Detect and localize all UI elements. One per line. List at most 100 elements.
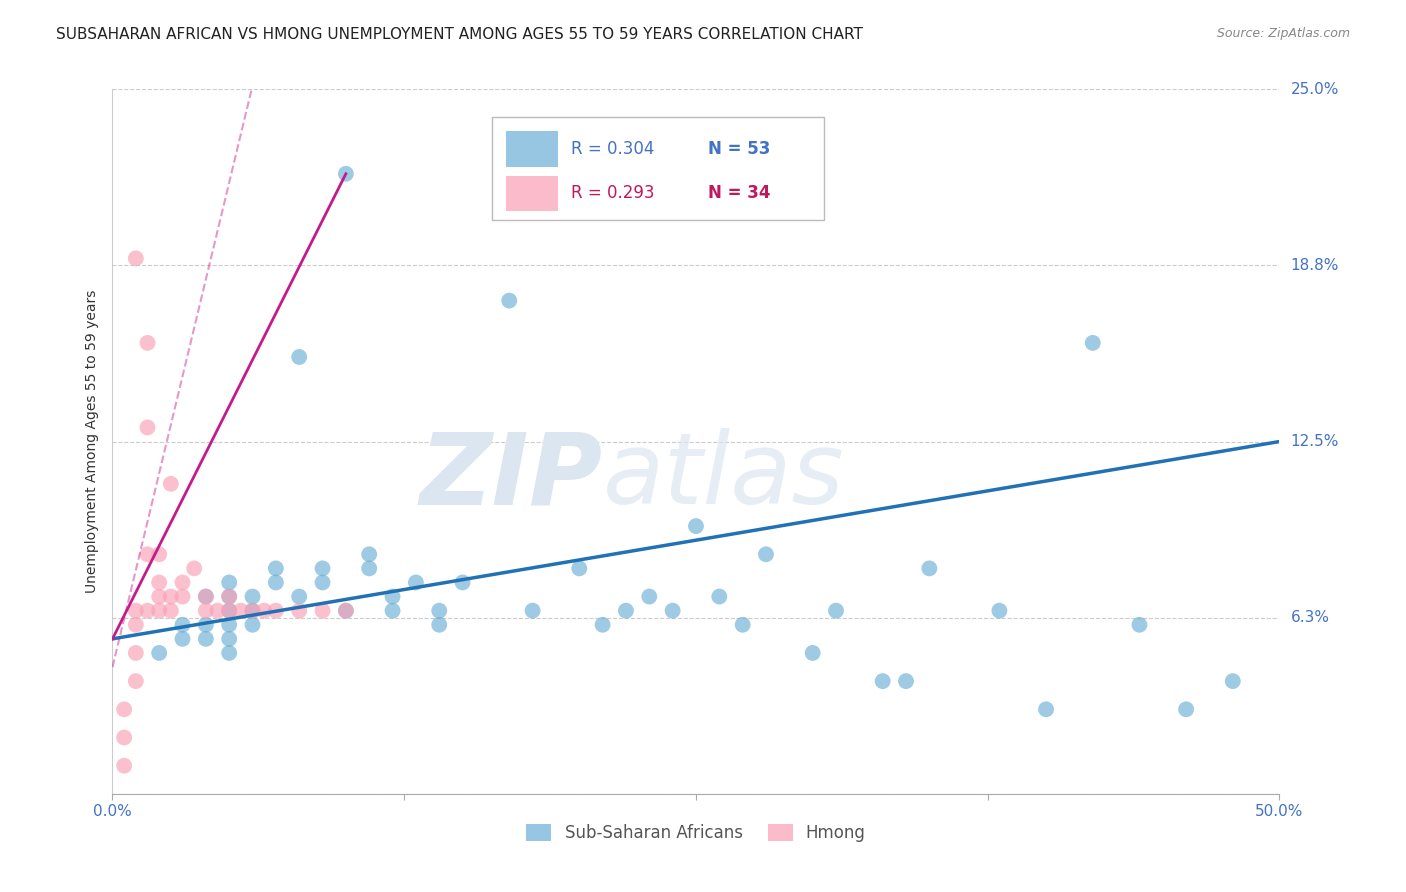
Text: N = 53: N = 53 bbox=[707, 140, 770, 158]
Point bbox=[685, 519, 707, 533]
Point bbox=[112, 702, 135, 716]
Point bbox=[288, 604, 311, 618]
Point bbox=[218, 617, 240, 632]
Point bbox=[194, 617, 217, 632]
Point bbox=[801, 646, 824, 660]
Point bbox=[218, 575, 240, 590]
Point bbox=[264, 575, 287, 590]
Point bbox=[148, 547, 170, 561]
Point bbox=[218, 590, 240, 604]
Point bbox=[427, 604, 450, 618]
FancyBboxPatch shape bbox=[492, 118, 824, 219]
Point bbox=[614, 604, 637, 618]
Point bbox=[148, 575, 170, 590]
Point bbox=[125, 617, 148, 632]
Point bbox=[160, 476, 183, 491]
Point bbox=[264, 604, 287, 618]
Point bbox=[136, 335, 159, 350]
Point bbox=[755, 547, 778, 561]
Point bbox=[172, 632, 194, 646]
Text: 6.3%: 6.3% bbox=[1291, 610, 1330, 625]
Text: ZIP: ZIP bbox=[419, 428, 603, 525]
Point bbox=[288, 590, 311, 604]
Bar bbox=[506, 176, 558, 211]
Text: R = 0.293: R = 0.293 bbox=[571, 185, 655, 202]
Point bbox=[136, 604, 159, 618]
Point bbox=[183, 561, 205, 575]
Text: 12.5%: 12.5% bbox=[1291, 434, 1339, 449]
Point bbox=[136, 420, 159, 434]
Point bbox=[136, 547, 159, 561]
Point bbox=[160, 604, 183, 618]
Point bbox=[253, 604, 276, 618]
Point bbox=[125, 252, 148, 266]
Legend: Sub-Saharan Africans, Hmong: Sub-Saharan Africans, Hmong bbox=[520, 817, 872, 849]
Point bbox=[242, 590, 264, 604]
Point bbox=[148, 604, 170, 618]
Point bbox=[381, 590, 404, 604]
Text: atlas: atlas bbox=[603, 428, 844, 525]
Point bbox=[194, 590, 217, 604]
Point bbox=[1035, 702, 1057, 716]
Point bbox=[1128, 617, 1150, 632]
Point bbox=[661, 604, 683, 618]
Point bbox=[218, 646, 240, 660]
Text: Source: ZipAtlas.com: Source: ZipAtlas.com bbox=[1216, 27, 1350, 40]
Point bbox=[172, 617, 194, 632]
Point bbox=[207, 604, 229, 618]
Point bbox=[242, 604, 264, 618]
Point bbox=[242, 617, 264, 632]
Point bbox=[288, 350, 311, 364]
Text: 25.0%: 25.0% bbox=[1291, 82, 1339, 96]
Point bbox=[335, 167, 357, 181]
Point bbox=[311, 561, 333, 575]
Point bbox=[359, 547, 381, 561]
Point bbox=[988, 604, 1011, 618]
Y-axis label: Unemployment Among Ages 55 to 59 years: Unemployment Among Ages 55 to 59 years bbox=[84, 290, 98, 593]
Point bbox=[194, 590, 217, 604]
Point bbox=[498, 293, 520, 308]
Point bbox=[218, 604, 240, 618]
Point bbox=[160, 590, 183, 604]
Point bbox=[218, 590, 240, 604]
Point bbox=[522, 604, 544, 618]
Point bbox=[112, 731, 135, 745]
Point bbox=[451, 575, 474, 590]
Point bbox=[229, 604, 252, 618]
Point bbox=[242, 604, 264, 618]
Point bbox=[359, 561, 381, 575]
Point bbox=[568, 561, 591, 575]
Point bbox=[825, 604, 848, 618]
Point bbox=[194, 632, 217, 646]
Point bbox=[872, 674, 894, 689]
Point bbox=[311, 604, 333, 618]
Point bbox=[638, 590, 661, 604]
Point bbox=[894, 674, 917, 689]
Bar bbox=[506, 131, 558, 167]
Text: 18.8%: 18.8% bbox=[1291, 258, 1339, 273]
Point bbox=[381, 604, 404, 618]
Text: R = 0.304: R = 0.304 bbox=[571, 140, 654, 158]
Point bbox=[218, 632, 240, 646]
Point bbox=[405, 575, 427, 590]
Point bbox=[335, 604, 357, 618]
Point bbox=[311, 575, 333, 590]
Point bbox=[592, 617, 614, 632]
Point bbox=[1175, 702, 1198, 716]
Point bbox=[125, 604, 148, 618]
Point bbox=[731, 617, 754, 632]
Point bbox=[125, 674, 148, 689]
Point bbox=[709, 590, 731, 604]
Point bbox=[112, 758, 135, 772]
Point bbox=[148, 646, 170, 660]
Point bbox=[148, 590, 170, 604]
Point bbox=[264, 561, 287, 575]
Point bbox=[194, 604, 217, 618]
Text: N = 34: N = 34 bbox=[707, 185, 770, 202]
Point bbox=[125, 646, 148, 660]
Point bbox=[172, 575, 194, 590]
Point bbox=[1081, 335, 1104, 350]
Point bbox=[218, 604, 240, 618]
Text: SUBSAHARAN AFRICAN VS HMONG UNEMPLOYMENT AMONG AGES 55 TO 59 YEARS CORRELATION C: SUBSAHARAN AFRICAN VS HMONG UNEMPLOYMENT… bbox=[56, 27, 863, 42]
Point bbox=[172, 590, 194, 604]
